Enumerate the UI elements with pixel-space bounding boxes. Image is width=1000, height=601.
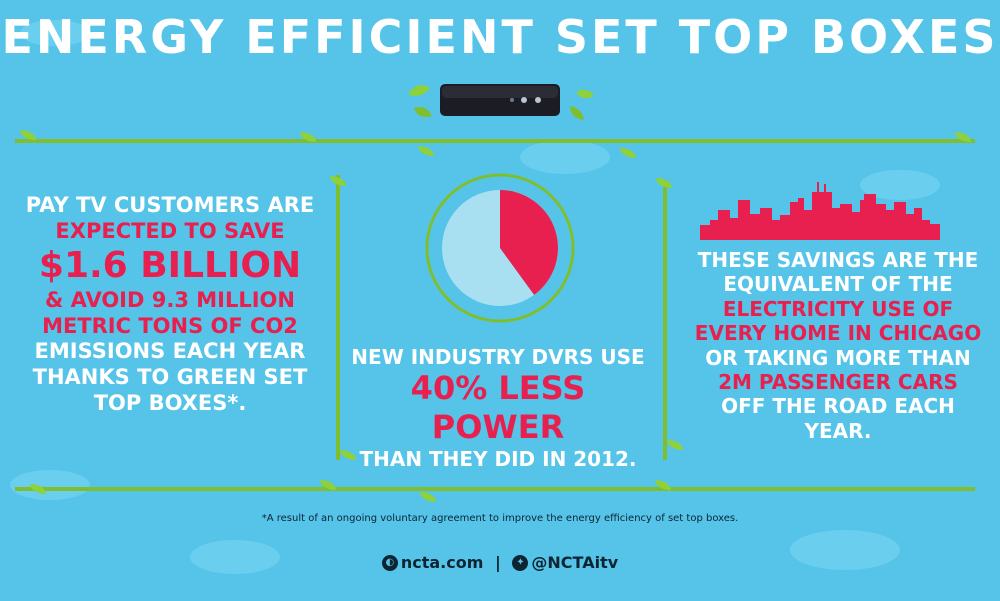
footer-separator: | — [494, 553, 501, 572]
leaf-decoration — [667, 440, 683, 450]
pie-ring — [425, 173, 575, 323]
right-line-5: OR TAKING MORE THAN — [705, 345, 971, 370]
cloud-decoration — [790, 530, 900, 570]
right-line-1: THESE SAVINGS ARE THE — [697, 248, 979, 272]
cloud-decoration — [190, 540, 280, 574]
left-line-6: EMISSIONS EACH YEAR — [34, 339, 306, 364]
left-line-5: METRIC TONS OF CO2 — [42, 313, 298, 338]
center-line-1: NEW INDUSTRY DVRS USE — [351, 345, 645, 369]
leaf-decoration — [655, 480, 671, 490]
leaf-decoration — [955, 132, 971, 142]
leaf-decoration — [330, 176, 346, 186]
left-line-7: THANKS TO GREEN SET — [32, 364, 308, 389]
footer: ◐ ncta.com | ✦ @NCTAitv — [0, 552, 1000, 572]
page-title: ENERGY EFFICIENT SET TOP BOXES — [1, 10, 999, 64]
ncta-logo-icon: ◐ — [381, 554, 398, 571]
vine-divider-top — [15, 139, 975, 143]
footer-twitter-handle[interactable]: @NCTAitv — [531, 553, 619, 572]
right-line-6: 2M PASSENGER CARS — [718, 369, 958, 394]
leaf-decoration — [620, 148, 636, 158]
center-highlight: 40% LESS POWER — [410, 369, 586, 447]
vine-divider-left — [336, 175, 340, 460]
left-line-1: PAY TV CUSTOMERS ARE — [25, 193, 315, 217]
footer-site-link[interactable]: ncta.com — [400, 553, 484, 572]
chicago-skyline-icon — [700, 182, 940, 240]
twitter-bird-icon: ✦ — [512, 554, 529, 571]
leaf-decoration — [420, 492, 436, 502]
cloud-decoration — [520, 140, 610, 174]
right-line-4: EVERY HOME IN CHICAGO — [694, 321, 982, 346]
pie-slice — [500, 190, 558, 295]
footnote: *A result of an ongoing voluntary agreem… — [261, 513, 739, 524]
left-line-8: TOP BOXES*. — [93, 390, 247, 415]
pie-chart-icon — [425, 173, 575, 323]
left-line-4: & AVOID 9.3 MILLION — [45, 288, 295, 313]
center-line-3: THAN THEY DID IN 2012. — [359, 447, 637, 472]
right-line-2: EQUIVALENT OF THE — [723, 272, 953, 297]
leaf-decoration — [656, 178, 672, 188]
leaf-decoration — [300, 132, 316, 142]
left-panel-text: PAY TV CUSTOMERS ARE EXPECTED TO SAVE $1… — [20, 193, 320, 416]
cloud-decoration — [10, 470, 90, 500]
leaf-decoration — [418, 146, 434, 156]
vine-divider-bottom — [15, 487, 975, 491]
leaf-decoration — [20, 130, 36, 140]
vine-divider-right — [663, 180, 667, 460]
leaf-decoration — [320, 480, 336, 490]
leaf-decoration — [340, 450, 356, 460]
right-line-3: ELECTRICITY USE OF — [722, 296, 954, 321]
leaf-decoration — [30, 484, 46, 494]
cloud-decoration — [20, 20, 90, 46]
center-panel-text: NEW INDUSTRY DVRS USE 40% LESS POWER THA… — [348, 345, 648, 472]
right-panel-text: THESE SAVINGS ARE THE EQUIVALENT OF THE … — [688, 248, 988, 443]
set-top-box-icon — [408, 84, 594, 120]
left-amount: $1.6 BILLION — [38, 245, 302, 287]
left-line-2: EXPECTED TO SAVE — [55, 218, 285, 243]
right-line-7: OFF THE ROAD EACH YEAR. — [721, 394, 955, 443]
